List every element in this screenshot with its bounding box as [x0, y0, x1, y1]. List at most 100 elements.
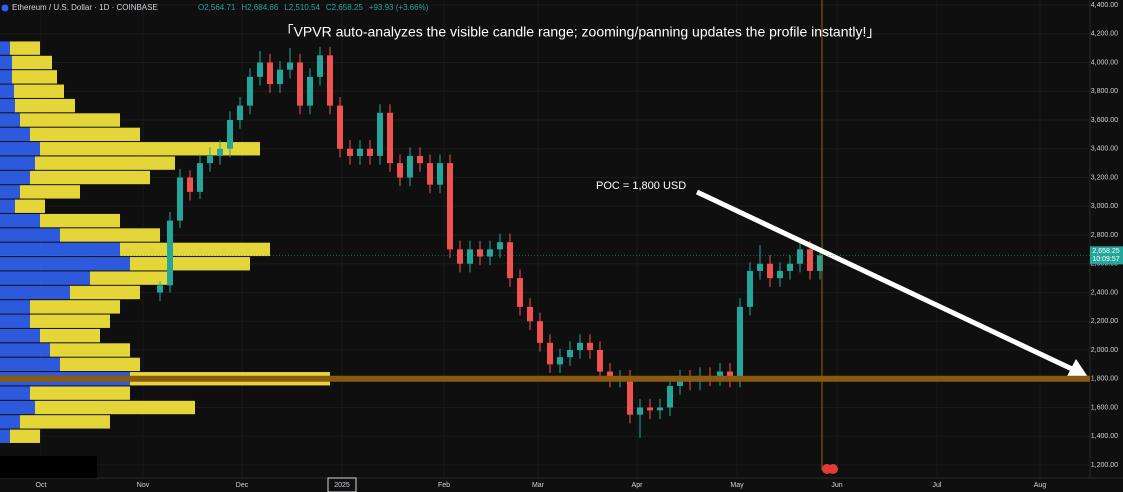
y-tick-label: 1,800.00 — [1091, 376, 1118, 383]
y-tick-label: 4,200.00 — [1091, 31, 1118, 38]
symbol-icon — [1, 4, 9, 12]
candle-body — [637, 407, 643, 415]
profile-bar — [0, 228, 60, 242]
profile-bar — [0, 84, 14, 98]
candle-body — [467, 249, 473, 264]
chart-title: 「VPVR auto-analyzes the visible candle r… — [280, 24, 881, 40]
profile-bar — [15, 199, 45, 213]
price-timer: 10:09:57 — [1092, 256, 1119, 263]
profile-bar — [40, 213, 120, 228]
profile-bar — [20, 113, 120, 127]
candle-body — [537, 321, 543, 343]
candle-body — [787, 263, 793, 271]
y-tick-label: 1,400.00 — [1091, 433, 1118, 440]
y-tick-label: 3,600.00 — [1091, 117, 1118, 124]
x-tick-label: Dec — [236, 482, 249, 489]
profile-bar — [12, 55, 52, 70]
candle-body — [197, 163, 203, 192]
candle-body — [517, 278, 523, 307]
candle-body — [177, 177, 183, 221]
candle-body — [417, 155, 423, 164]
candle-body — [237, 105, 243, 120]
profile-bar — [60, 228, 160, 242]
profile-bar — [0, 213, 40, 228]
candle-body — [527, 306, 533, 322]
candle-body — [347, 148, 353, 156]
candle-body — [227, 120, 233, 149]
profile-bar — [15, 98, 75, 113]
candle-body — [477, 249, 483, 257]
candle-body — [657, 407, 663, 411]
ohlc-header: O2,564.71 H2,684.66 L2,510.54 C2,658.25 +93.… — [198, 3, 429, 12]
profile-bar — [30, 300, 120, 314]
profile-bar — [130, 257, 250, 271]
profile-bar — [10, 41, 40, 55]
candle-body — [207, 155, 213, 164]
x-tick-label: Mar — [532, 482, 545, 489]
candle-body — [507, 242, 513, 279]
ohlc-value: +93.93 (+3.66%) — [369, 3, 429, 12]
candle-body — [567, 350, 573, 358]
x-tick-label: Nov — [137, 482, 150, 489]
y-tick-label: 2,200.00 — [1091, 318, 1118, 325]
profile-bar — [30, 314, 110, 328]
ohlc-value: L2,510.54 — [284, 3, 320, 12]
candle-body — [547, 342, 553, 365]
candle-body — [557, 357, 563, 365]
profile-bar — [0, 156, 35, 170]
profile-bar — [90, 271, 170, 285]
candle-body — [307, 76, 313, 106]
profile-bar — [35, 400, 195, 415]
ohlc-value: C2,658.25 — [326, 3, 363, 12]
candle-body — [767, 263, 773, 279]
x-tick-label: Oct — [36, 482, 47, 489]
candle-body — [677, 378, 683, 386]
candle-body — [427, 163, 433, 185]
profile-bar — [0, 328, 40, 343]
arrow-head — [1065, 359, 1088, 380]
profile-bar — [14, 84, 64, 98]
profile-bar — [0, 127, 30, 142]
candle-body — [627, 378, 633, 415]
profile-bar — [0, 242, 120, 257]
profile-bar — [0, 271, 90, 285]
symbol: Ethereum / U.S. Dollar · 1D · COINBASE — [12, 3, 158, 12]
profile-bar — [30, 170, 150, 185]
candle-body — [817, 255, 823, 271]
profile-bar — [30, 386, 130, 400]
candle-body — [387, 112, 393, 164]
profile-bar — [0, 343, 50, 357]
candle-body — [747, 270, 753, 307]
candle-body — [157, 285, 163, 293]
x-tick-label: May — [730, 482, 744, 489]
profile-bar — [40, 142, 260, 156]
arrow — [695, 189, 1074, 372]
candle-body — [597, 350, 603, 372]
candle-body — [217, 148, 223, 156]
candle-body — [437, 163, 443, 185]
candle-body — [187, 177, 193, 192]
profile-bar — [0, 55, 12, 70]
candle-body — [577, 342, 583, 350]
profile-bar — [35, 156, 175, 170]
candle-body — [457, 249, 463, 264]
y-tick-label: 1,600.00 — [1091, 404, 1118, 411]
profile-bar — [0, 199, 15, 213]
candle-body — [797, 249, 803, 264]
profile-bar — [0, 429, 10, 443]
profile-bar — [30, 127, 140, 142]
profile-bar — [0, 41, 10, 55]
candle-body — [407, 155, 413, 178]
y-tick-label: 2,800.00 — [1091, 232, 1118, 239]
profile-bar — [0, 314, 30, 328]
profile-bar — [50, 343, 130, 357]
plot — [0, 0, 1090, 478]
annotation: POC = 1,800 USD — [596, 180, 686, 192]
profile-bar — [0, 170, 30, 185]
candle-body — [587, 342, 593, 350]
candle-body — [257, 62, 263, 77]
mask — [0, 456, 97, 478]
candle-body — [647, 407, 653, 411]
profile-bar — [0, 70, 12, 84]
